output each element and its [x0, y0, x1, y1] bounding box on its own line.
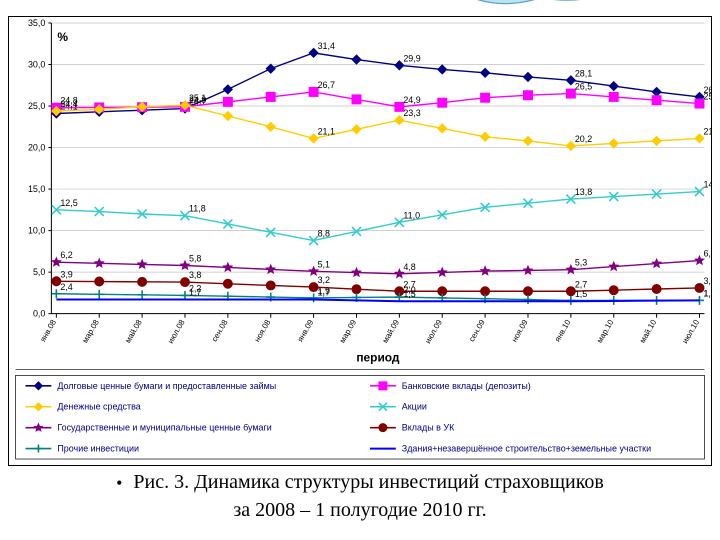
svg-text:май.08: май.08 [123, 318, 144, 345]
svg-text:ноя.08: ноя.08 [253, 318, 273, 344]
svg-text:мар.10: мар.10 [595, 318, 616, 345]
svg-text:Государственные и муниципальны: Государственные и муниципальные ценные б… [57, 423, 271, 433]
svg-text:15,0: 15,0 [28, 184, 45, 194]
svg-text:24,9: 24,9 [403, 95, 420, 105]
svg-text:29,9: 29,9 [403, 53, 420, 63]
svg-text:5,0: 5,0 [33, 267, 45, 277]
svg-text:3,9: 3,9 [60, 269, 72, 279]
caption-line-1: Рис. 3. Динамика структуры инвестиций ст… [133, 471, 603, 493]
svg-text:6,2: 6,2 [60, 250, 72, 260]
svg-text:июл.08: июл.08 [166, 318, 187, 345]
svg-text:сен.08: сен.08 [210, 318, 230, 344]
svg-text:5,1: 5,1 [318, 259, 330, 269]
svg-text:20,0: 20,0 [28, 143, 45, 153]
svg-text:период: период [356, 350, 400, 364]
svg-text:июл.10: июл.10 [680, 318, 701, 345]
caption-bullet: • [116, 471, 122, 496]
svg-text:0,0: 0,0 [33, 309, 45, 319]
svg-text:Акции: Акции [402, 402, 427, 412]
svg-text:Денежные средства: Денежные средства [57, 402, 140, 412]
svg-text:13,8: 13,8 [575, 187, 592, 197]
svg-text:11,0: 11,0 [403, 210, 420, 220]
svg-text:янв.08: янв.08 [38, 318, 58, 344]
svg-text:1,5: 1,5 [575, 289, 587, 299]
svg-text:14,7: 14,7 [703, 180, 711, 190]
svg-text:6,4: 6,4 [703, 249, 711, 259]
svg-text:1,5: 1,5 [403, 289, 415, 299]
svg-text:28,1: 28,1 [575, 68, 592, 78]
line-chart: 0,0 5,0 10,0 15,0 20,0 25,0 30,0 35,0% янв.08 мар… [9, 17, 711, 465]
svg-text:янв.10: янв.10 [553, 318, 573, 344]
svg-text:мар.08: мар.08 [80, 318, 101, 345]
svg-text:26,7: 26,7 [318, 80, 335, 90]
svg-text:Долговые ценные бумаги и предо: Долговые ценные бумаги и предоставленные… [57, 381, 276, 391]
svg-text:Прочие инвестиции: Прочие инвестиции [57, 444, 139, 454]
svg-text:20,2: 20,2 [575, 134, 592, 144]
svg-text:10,0: 10,0 [28, 226, 45, 236]
svg-text:3,8: 3,8 [189, 270, 201, 280]
svg-text:35,0: 35,0 [28, 18, 45, 28]
chart-frame: 0,0 5,0 10,0 15,0 20,0 25,0 30,0 35,0% янв.08 мар… [8, 16, 712, 466]
svg-text:Банковские вклады (депозиты): Банковские вклады (депозиты) [402, 381, 531, 391]
svg-text:25,0: 25,0 [28, 101, 45, 111]
svg-text:мар.09: мар.09 [338, 318, 359, 345]
svg-text:сен.09: сен.09 [467, 318, 487, 344]
svg-text:май.10: май.10 [638, 318, 659, 345]
svg-text:Здания+незавершённое строитель: Здания+незавершённое строительство+земел… [402, 444, 651, 454]
svg-text:Вклады в УК: Вклады в УК [402, 423, 455, 433]
svg-text:21,1: 21,1 [318, 126, 335, 136]
svg-text:30,0: 30,0 [28, 59, 45, 69]
svg-text:1,7: 1,7 [189, 288, 201, 298]
svg-text:июл.09: июл.09 [423, 318, 444, 345]
svg-text:24,4: 24,4 [60, 99, 77, 109]
svg-text:21,1: 21,1 [703, 126, 711, 136]
svg-text:2,4: 2,4 [60, 282, 72, 292]
caption-line-2: за 2008 – 1 полугодие 2010 гг. [233, 499, 486, 521]
svg-text:8,8: 8,8 [318, 229, 330, 239]
svg-text:%: % [57, 30, 68, 44]
svg-text:4,8: 4,8 [403, 262, 415, 272]
svg-text:5,8: 5,8 [189, 254, 201, 264]
svg-text:3,1: 3,1 [703, 276, 711, 286]
svg-text:май.09: май.09 [381, 318, 402, 345]
svg-text:12,5: 12,5 [60, 198, 77, 208]
svg-text:1,6: 1,6 [703, 288, 711, 298]
svg-text:3,2: 3,2 [318, 275, 330, 285]
svg-text:31,4: 31,4 [318, 41, 335, 51]
svg-text:25,1: 25,1 [189, 93, 206, 103]
svg-text:23,3: 23,3 [403, 108, 420, 118]
svg-text:26,5: 26,5 [575, 82, 592, 92]
svg-text:25,3: 25,3 [703, 92, 711, 102]
svg-text:ноя.09: ноя.09 [510, 318, 530, 344]
svg-text:2,7: 2,7 [575, 279, 587, 289]
figure-caption: • Рис. 3. Динамика структуры инвестиций … [0, 468, 720, 524]
svg-text:1,7: 1,7 [318, 288, 330, 298]
svg-text:11,8: 11,8 [189, 204, 206, 214]
svg-text:5,3: 5,3 [575, 258, 587, 268]
svg-text:янв.09: янв.09 [296, 318, 316, 344]
